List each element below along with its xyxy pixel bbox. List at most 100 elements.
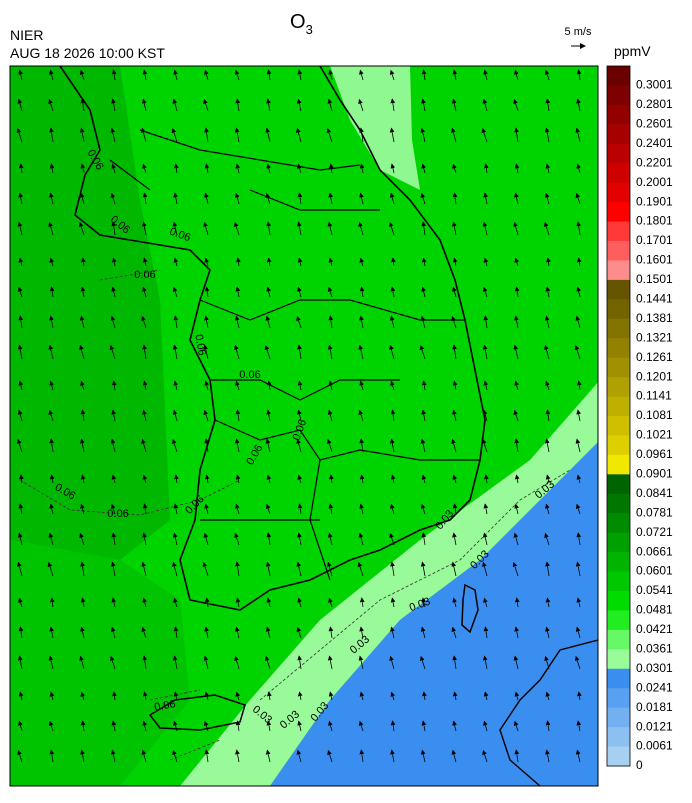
wind-arrow bbox=[266, 257, 272, 267]
contour-label: 0.06 bbox=[239, 369, 260, 381]
wind-arrow bbox=[266, 532, 272, 546]
colorbar-label: 0.1601 bbox=[636, 253, 673, 267]
wind-arrow bbox=[545, 474, 551, 484]
wind-arrow bbox=[265, 315, 271, 329]
wind-arrow bbox=[390, 98, 396, 112]
wind-arrow bbox=[49, 626, 55, 639]
wind-arrow bbox=[141, 561, 147, 577]
wind-arrow bbox=[483, 626, 489, 639]
wind-arrow bbox=[390, 503, 395, 515]
wind-arrow bbox=[452, 163, 457, 174]
wind-arrow bbox=[110, 127, 116, 143]
wind-arrow bbox=[172, 561, 178, 577]
wind-arrow bbox=[110, 438, 116, 453]
wind-arrow bbox=[141, 127, 147, 143]
wind-arrow bbox=[329, 474, 334, 484]
colorbar-label: 0.0901 bbox=[636, 467, 673, 481]
wind-arrow bbox=[390, 597, 396, 608]
wind-arrow bbox=[110, 503, 116, 515]
wind-arrow bbox=[49, 192, 54, 205]
wind-arrow bbox=[297, 409, 302, 422]
wind-arrow bbox=[266, 409, 272, 422]
wind-arrow bbox=[327, 655, 333, 670]
wind-arrow bbox=[359, 626, 365, 639]
wind-arrow bbox=[576, 221, 582, 236]
wind-arrow bbox=[297, 691, 303, 701]
colorbar-label: 0.1321 bbox=[636, 330, 673, 344]
wind-arrow bbox=[574, 344, 581, 360]
wind-arrow bbox=[512, 561, 519, 577]
wind-arrow bbox=[296, 127, 302, 143]
wind-arrow bbox=[420, 192, 426, 205]
colorbar-label: 0.1081 bbox=[636, 408, 673, 422]
wind-arrow bbox=[452, 344, 457, 360]
wind-arrow bbox=[142, 257, 148, 267]
wind-arrow bbox=[452, 286, 457, 298]
wind-arrow bbox=[358, 720, 364, 732]
colorbar-swatch bbox=[607, 746, 630, 767]
wind-arrow bbox=[575, 192, 581, 205]
coastline bbox=[59, 66, 486, 611]
wind-arrow bbox=[483, 380, 489, 391]
wind-arrow bbox=[18, 69, 23, 81]
wind-arrow bbox=[514, 127, 519, 143]
wind-arrow bbox=[451, 315, 457, 329]
wind-arrow bbox=[297, 474, 303, 484]
wind-arrow bbox=[235, 474, 241, 484]
wind-arrow bbox=[234, 127, 240, 143]
wind-arrow bbox=[451, 221, 457, 236]
wind-arrow bbox=[235, 720, 241, 732]
wind-arrow bbox=[576, 532, 582, 546]
wind-arrow bbox=[327, 98, 333, 112]
wind-arrow bbox=[297, 380, 303, 391]
wind-arrow bbox=[452, 597, 457, 608]
wind-arrow bbox=[49, 597, 55, 608]
wind-arrow bbox=[234, 69, 240, 81]
wind-arrow bbox=[48, 532, 54, 546]
wind-arrow bbox=[389, 69, 395, 81]
wind-arrow bbox=[49, 286, 55, 298]
wind-arrow bbox=[575, 561, 581, 577]
wind-arrow bbox=[111, 720, 117, 732]
contour-label: 0.06 bbox=[107, 508, 128, 520]
wind-arrow bbox=[235, 98, 241, 112]
wind-arrow bbox=[544, 655, 550, 670]
wind-arrow bbox=[420, 503, 426, 515]
colorbar-swatch bbox=[607, 532, 630, 553]
wind-arrow bbox=[421, 380, 427, 391]
colorbar-label: 0.1021 bbox=[636, 428, 673, 442]
wind-arrow bbox=[359, 127, 364, 143]
colorbar-swatch bbox=[607, 241, 630, 261]
wind-arrow bbox=[236, 257, 241, 267]
wind-arrow bbox=[110, 192, 116, 205]
wind-arrow bbox=[80, 163, 86, 174]
wind-arrow bbox=[390, 720, 396, 732]
wind-arrow bbox=[514, 749, 520, 763]
wind-arrow bbox=[48, 409, 54, 422]
wind-arrow bbox=[78, 221, 85, 236]
wind-arrow bbox=[142, 344, 147, 360]
wind-arrow bbox=[514, 503, 519, 515]
colorbar-label: 0.1901 bbox=[636, 194, 673, 208]
colorbar-swatch bbox=[607, 104, 630, 125]
wind-arrow bbox=[80, 561, 85, 577]
wind-arrow bbox=[576, 286, 581, 298]
wind-arrow bbox=[482, 561, 488, 577]
wind-arrow bbox=[452, 380, 458, 391]
wind-arrow bbox=[420, 626, 426, 639]
colorbar-label: 0.0841 bbox=[636, 486, 673, 500]
wind-arrow bbox=[358, 532, 364, 546]
colorbar-label: 0.0601 bbox=[636, 564, 673, 578]
wind-arrow bbox=[390, 474, 396, 484]
wind-arrow bbox=[452, 257, 458, 267]
wind-arrow bbox=[297, 344, 302, 360]
wind-arrow bbox=[297, 503, 303, 515]
wind-arrow bbox=[266, 474, 272, 484]
colorbar-label: 0.0781 bbox=[636, 505, 673, 519]
wind-arrow bbox=[389, 655, 395, 670]
wind-arrow bbox=[389, 438, 395, 453]
wind-arrow bbox=[514, 380, 519, 391]
wind-arrow bbox=[49, 69, 54, 81]
wind-arrow bbox=[172, 98, 178, 112]
